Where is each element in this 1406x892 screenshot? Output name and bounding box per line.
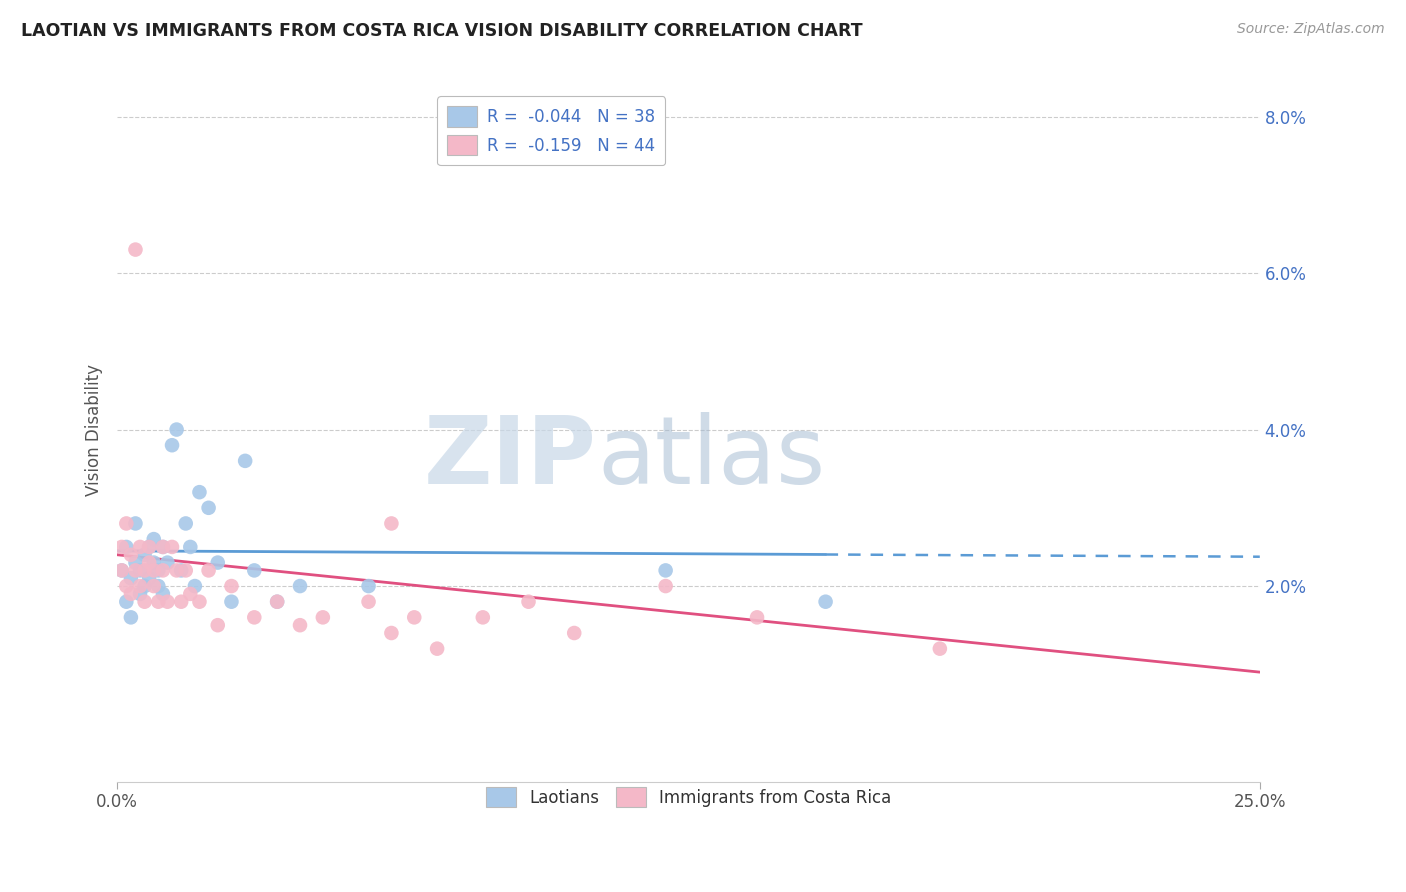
Point (654, 579, 676, 593)
Point (142, 556, 165, 570)
Point (166, 423, 188, 437)
Point (174, 516, 197, 531)
Point (124, 243, 146, 257)
Point (138, 540, 160, 554)
Point (221, 595, 243, 609)
Point (120, 610, 142, 624)
Point (129, 540, 152, 554)
Point (197, 500, 219, 515)
Point (188, 485, 211, 500)
Point (233, 454, 256, 468)
Text: Source: ZipAtlas.com: Source: ZipAtlas.com (1237, 22, 1385, 37)
Point (380, 516, 402, 531)
Point (148, 563, 170, 577)
Point (174, 563, 197, 577)
Point (745, 610, 768, 624)
Point (243, 610, 266, 624)
Point (152, 540, 174, 554)
Point (266, 595, 288, 609)
Point (138, 540, 160, 554)
Point (142, 532, 165, 546)
Point (179, 587, 201, 601)
Point (207, 618, 229, 632)
Point (124, 563, 146, 577)
Point (129, 587, 152, 601)
Point (134, 579, 156, 593)
Point (152, 563, 174, 577)
Point (129, 563, 152, 577)
Legend: Laotians, Immigrants from Costa Rica: Laotians, Immigrants from Costa Rica (478, 779, 900, 815)
Text: LAOTIAN VS IMMIGRANTS FROM COSTA RICA VISION DISABILITY CORRELATION CHART: LAOTIAN VS IMMIGRANTS FROM COSTA RICA VI… (21, 22, 863, 40)
Text: atlas: atlas (598, 412, 825, 504)
Point (148, 595, 170, 609)
Point (170, 563, 193, 577)
Point (170, 595, 193, 609)
Point (184, 579, 207, 593)
Point (134, 595, 156, 609)
Point (188, 595, 211, 609)
Point (124, 556, 146, 570)
Point (152, 587, 174, 601)
Point (312, 610, 335, 624)
Point (152, 540, 174, 554)
Point (288, 618, 311, 632)
Point (142, 563, 165, 577)
Point (115, 595, 138, 609)
Point (111, 563, 134, 577)
Point (357, 579, 380, 593)
Point (111, 540, 134, 554)
Point (160, 438, 183, 452)
Point (120, 587, 142, 601)
Point (814, 595, 837, 609)
Point (134, 548, 156, 562)
Point (124, 516, 146, 531)
Point (134, 563, 156, 577)
Point (221, 579, 243, 593)
Point (654, 563, 676, 577)
Point (562, 626, 585, 640)
Point (404, 610, 426, 624)
Point (928, 641, 950, 656)
Point (197, 563, 219, 577)
Point (142, 579, 165, 593)
Point (266, 595, 288, 609)
Point (243, 563, 266, 577)
Point (111, 563, 134, 577)
Point (517, 595, 540, 609)
Point (380, 626, 402, 640)
Point (288, 579, 311, 593)
Text: ZIP: ZIP (425, 412, 598, 504)
Point (426, 641, 449, 656)
Point (156, 595, 179, 609)
Point (207, 556, 229, 570)
Point (166, 563, 188, 577)
Point (148, 579, 170, 593)
Point (115, 579, 138, 593)
Point (357, 595, 380, 609)
Point (115, 516, 138, 531)
Y-axis label: Vision Disability: Vision Disability (86, 364, 103, 496)
Point (120, 571, 142, 585)
Point (471, 149, 494, 163)
Point (115, 540, 138, 554)
Point (179, 540, 201, 554)
Point (471, 610, 494, 624)
Point (138, 571, 160, 585)
Point (120, 548, 142, 562)
Point (160, 540, 183, 554)
Point (156, 556, 179, 570)
Point (138, 556, 160, 570)
Point (129, 579, 152, 593)
